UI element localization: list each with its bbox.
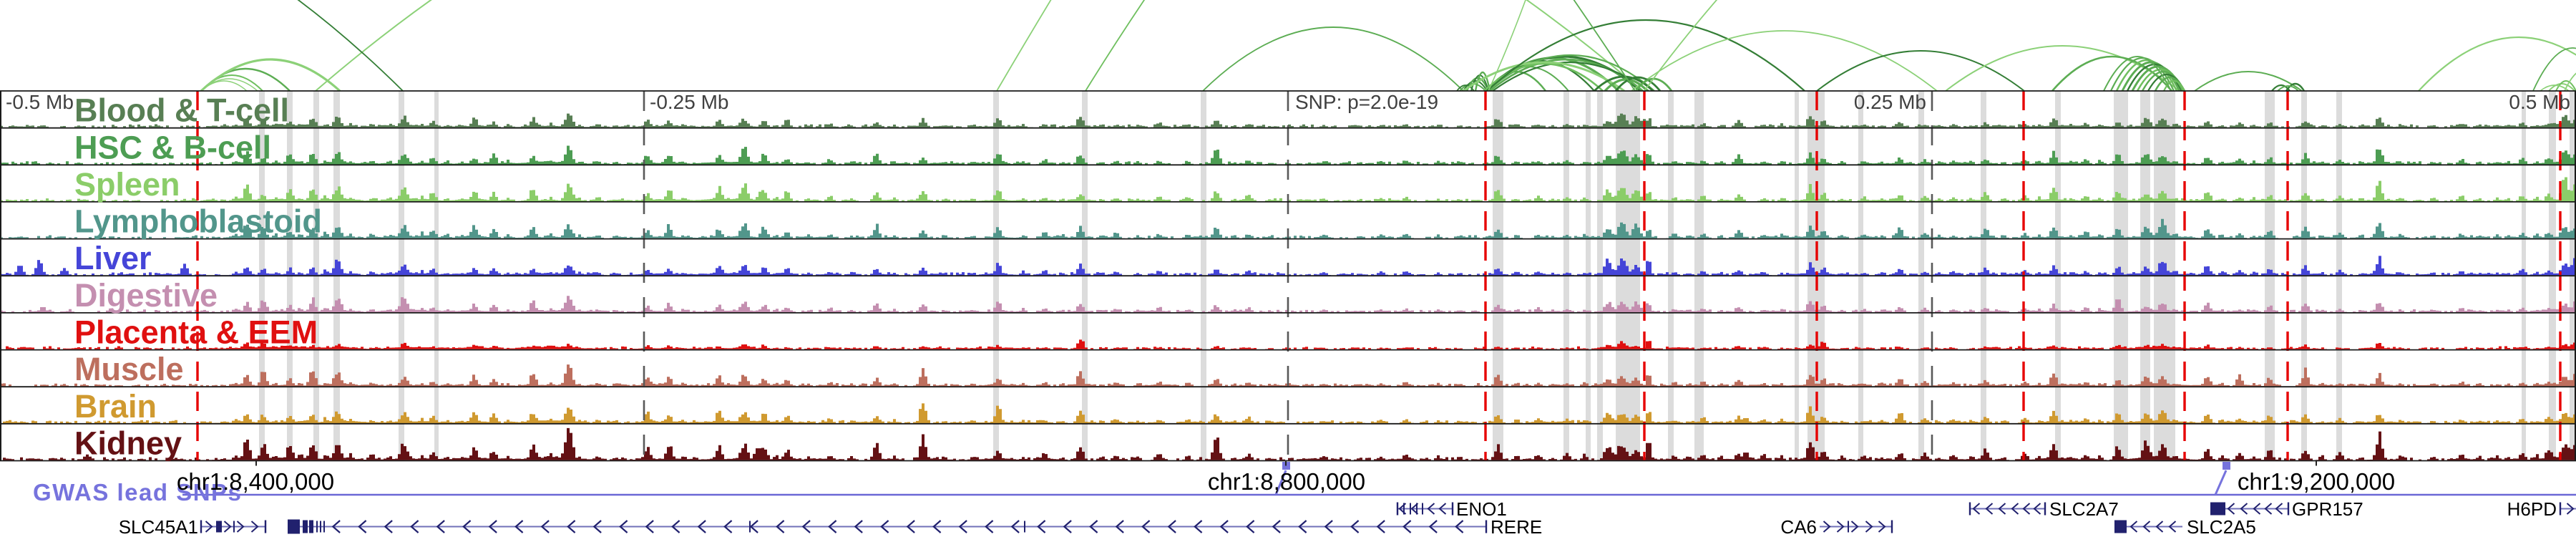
svg-text:Brain: Brain [74, 388, 157, 425]
svg-text:chr1:8,800,000: chr1:8,800,000 [1208, 468, 1365, 495]
svg-text:SLC2A7: SLC2A7 [2049, 498, 2119, 520]
svg-text:Digestive: Digestive [74, 277, 218, 314]
svg-text:H6PD: H6PD [2507, 498, 2557, 520]
svg-text:SLC45A1: SLC45A1 [119, 516, 198, 537]
svg-text:ENO1: ENO1 [1456, 498, 1507, 520]
svg-text:SNP: p=2.0e-19: SNP: p=2.0e-19 [1295, 91, 1438, 113]
svg-text:Placenta & EEM: Placenta & EEM [74, 314, 318, 351]
svg-text:Spleen: Spleen [74, 166, 180, 203]
svg-text:SLC2A5: SLC2A5 [2187, 516, 2256, 537]
svg-text:chr1:8,400,000: chr1:8,400,000 [177, 468, 334, 495]
svg-text:RERE: RERE [1491, 516, 1542, 537]
svg-text:Kidney: Kidney [74, 425, 182, 462]
svg-text:0.5 Mb: 0.5 Mb [2509, 91, 2570, 113]
svg-text:-0.5 Mb: -0.5 Mb [6, 91, 74, 113]
svg-text:Liver: Liver [74, 240, 152, 276]
svg-text:GPR157: GPR157 [2292, 498, 2363, 520]
svg-text:CA6: CA6 [1780, 516, 1817, 537]
svg-text:0.25 Mb: 0.25 Mb [1854, 91, 1926, 113]
svg-text:chr1:9,200,000: chr1:9,200,000 [2238, 468, 2395, 495]
svg-text:-0.25 Mb: -0.25 Mb [650, 91, 729, 113]
svg-text:HSC & B-cell: HSC & B-cell [74, 129, 271, 165]
svg-text:Muscle: Muscle [74, 351, 184, 387]
svg-text:GWAS lead SNPs: GWAS lead SNPs [33, 479, 242, 505]
svg-text:Lymphoblastoid: Lymphoblastoid [74, 203, 322, 240]
svg-text:Blood & T-cell: Blood & T-cell [74, 92, 289, 129]
